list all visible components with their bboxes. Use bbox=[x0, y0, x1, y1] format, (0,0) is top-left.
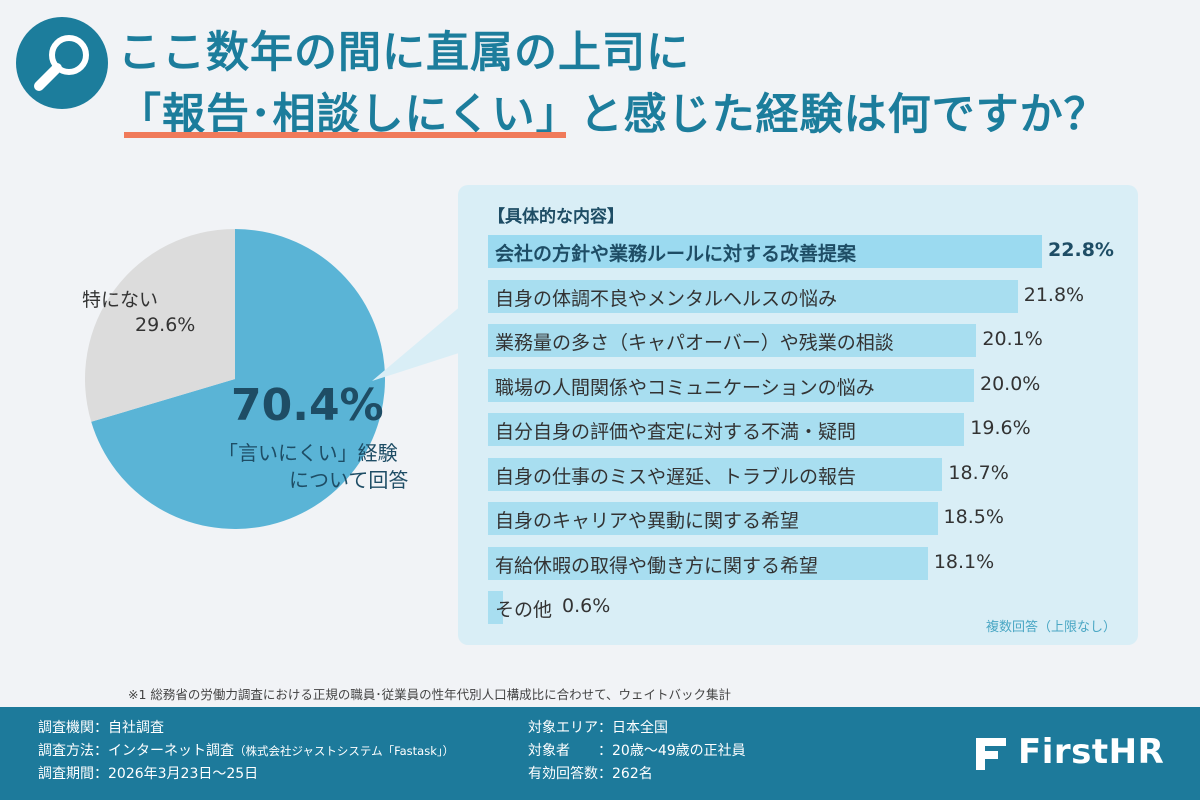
page-title-line-1: ここ数年の間に直属の上司に bbox=[118, 28, 690, 78]
bar-row: 会社の方針や業務ルールに対する改善提案 22.8% bbox=[488, 232, 1128, 277]
brand-name: FirstHR bbox=[1018, 732, 1165, 772]
pie-label-none: 特にない bbox=[82, 289, 159, 311]
pie-value-main: 70.4% bbox=[231, 380, 384, 431]
bar-value-label: 21.8% bbox=[1023, 283, 1085, 306]
bar-value-label: 0.6% bbox=[562, 595, 611, 617]
pie-slice-answered bbox=[91, 229, 385, 529]
survey-organization: 調査機関：自社調査 bbox=[38, 720, 164, 736]
survey-info-right: 対象エリア：日本全国 対象者 ：20歳〜49歳の正社員 有効回答数：262名 bbox=[528, 717, 746, 786]
footer: 調査機関：自社調査 調査方法：インターネット調査（株式会社ジャストシステム「Fa… bbox=[0, 707, 1200, 800]
bar bbox=[488, 235, 1043, 268]
details-panel: 【具体的な内容】 会社の方針や業務ルールに対する改善提案 22.8% 自身の体調不良… bbox=[458, 185, 1138, 645]
survey-area: 対象エリア：日本全国 bbox=[528, 720, 668, 736]
bar-value-label: 20.0% bbox=[980, 372, 1041, 395]
bar-row: 自身の体調不良やメンタルヘルスの悩み 21.8% bbox=[488, 277, 1128, 322]
bar bbox=[488, 279, 1018, 313]
panel-heading: 【具体的な内容】 bbox=[488, 207, 624, 227]
bar-row: 有給休暇の取得や働き方に関する希望 18.1% bbox=[488, 544, 1128, 589]
pie-caption-line-1: 「言いにくい」経験 bbox=[218, 441, 398, 465]
bar bbox=[488, 546, 928, 580]
bar-category-label: 会社の方針や業務ルールに対する改善提案 bbox=[495, 243, 857, 265]
bar-row: 自身の仕事のミスや遅延、トラブルの報告 18.7% bbox=[488, 455, 1128, 500]
bar bbox=[488, 324, 977, 357]
magnifier-icon bbox=[16, 17, 108, 109]
bar-row: 自分自身の評価や査定に対する不満・疑問 19.6% bbox=[488, 410, 1128, 455]
bar-value-label: 18.1% bbox=[933, 550, 995, 573]
bar bbox=[488, 413, 965, 446]
bar-row: その他 0.6% bbox=[488, 588, 1128, 633]
pie-value-none: 29.6% bbox=[135, 314, 196, 336]
bar bbox=[488, 591, 503, 624]
bar-category-label: その他 bbox=[495, 599, 553, 621]
survey-method: 調査方法：インターネット調査（株式会社ジャストシステム「Fastask」） bbox=[38, 743, 455, 759]
survey-target: 対象者 ：20歳〜49歳の正社員 bbox=[528, 743, 746, 759]
bar-category-label: 職場の人間関係やコミュニケーションの悩み bbox=[495, 376, 875, 399]
pie-slice-none bbox=[84, 229, 235, 422]
bar bbox=[488, 368, 974, 402]
bar-row: 業務量の多さ（キャパオーバー）や残業の相談 20.1% bbox=[488, 321, 1128, 366]
bar-value-label: 19.6% bbox=[970, 417, 1031, 439]
bar-category-label: 自身のキャリアや異動に関する希望 bbox=[495, 510, 800, 532]
bar-value-label: 18.7% bbox=[948, 461, 1009, 484]
panel-note: 複数回答（上限なし） bbox=[985, 620, 1116, 635]
bar-category-label: 自分自身の評価や査定に対する不満・疑問 bbox=[495, 421, 857, 443]
title-underline bbox=[124, 132, 566, 138]
pie-caption-line-2: について回答 bbox=[289, 468, 409, 492]
survey-info-left: 調査機関：自社調査 調査方法：インターネット調査（株式会社ジャストシステム「Fa… bbox=[38, 717, 454, 786]
pie-chart bbox=[84, 229, 385, 529]
bar-row: 職場の人間関係やコミュニケーションの悩み 20.0% bbox=[488, 366, 1128, 411]
bar-value-label: 20.1% bbox=[982, 328, 1043, 350]
page-title-line-2: 「報告･相談しにくい」と感じた経験は何ですか？ bbox=[118, 90, 1108, 140]
bar-row: 自身のキャリアや異動に関する希望 18.5% bbox=[488, 499, 1128, 544]
bar bbox=[488, 457, 943, 491]
firsthr-logo-icon bbox=[976, 738, 1006, 770]
bar-category-label: 自身の仕事のミスや遅延、トラブルの報告 bbox=[495, 465, 857, 488]
survey-responses: 有効回答数：262名 bbox=[528, 766, 653, 782]
footnote: ※1 総務省の労働力調査における正規の職員･従業員の性年代別人口構成比に合わせて… bbox=[128, 687, 732, 702]
bar-category-label: 有給休暇の取得や働き方に関する希望 bbox=[495, 554, 819, 577]
bar bbox=[488, 502, 938, 535]
bar-value-label: 22.8% bbox=[1048, 239, 1114, 261]
bar-value-label: 18.5% bbox=[943, 506, 1004, 528]
bar-category-label: 業務量の多さ（キャパオーバー）や残業の相談 bbox=[495, 332, 894, 354]
bar-chart: 会社の方針や業務ルールに対する改善提案 22.8% 自身の体調不良やメンタルヘルスの… bbox=[488, 232, 1128, 633]
bar-category-label: 自身の体調不良やメンタルヘルスの悩み bbox=[495, 287, 838, 310]
survey-period: 調査期間：2026年3月23日〜25日 bbox=[38, 766, 259, 782]
